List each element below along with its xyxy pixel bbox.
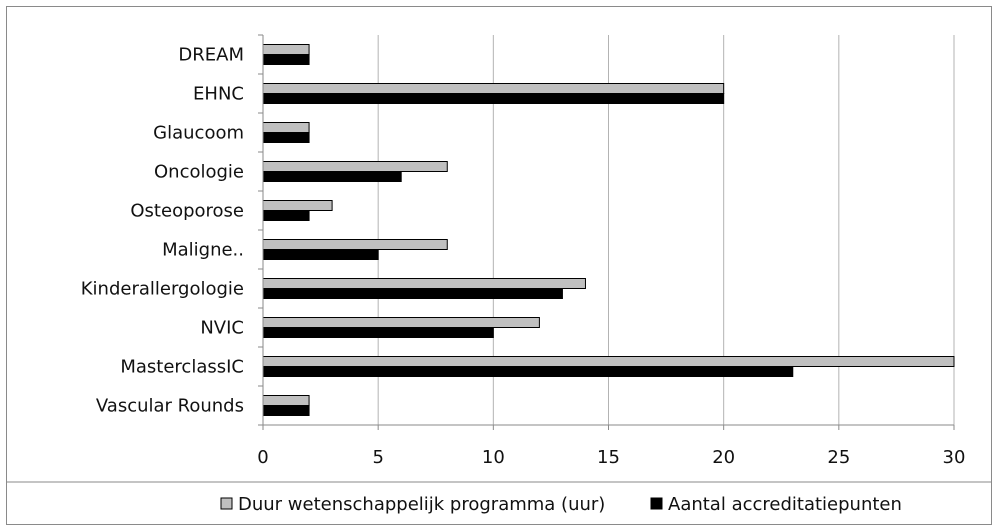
bar-accreditatie bbox=[262, 327, 494, 338]
legend-swatch-aantal bbox=[650, 497, 663, 510]
category-label: Maligne.. bbox=[162, 240, 244, 261]
legend-label-aantal: Aantal accreditatiepunten bbox=[668, 494, 902, 515]
bar-accreditatie bbox=[262, 288, 563, 299]
category-label: NVIC bbox=[200, 318, 244, 339]
bar-accreditatie bbox=[262, 210, 310, 221]
bar-duur bbox=[262, 317, 540, 328]
bar-duur bbox=[262, 356, 955, 367]
category-labels: DREAM EHNC Glaucoom Oncologie Osteoporose Mal… bbox=[81, 45, 244, 417]
axes bbox=[258, 34, 955, 430]
category-label: Kinderallergologie bbox=[81, 279, 244, 300]
x-tick-label: 0 bbox=[257, 447, 268, 468]
bar-accreditatie bbox=[262, 366, 794, 377]
x-tick-label: 20 bbox=[712, 447, 735, 468]
category-label: Vascular Rounds bbox=[96, 396, 244, 417]
bar-accreditatie bbox=[262, 171, 402, 182]
x-tick-label: 10 bbox=[482, 447, 505, 468]
bar-duur bbox=[262, 161, 448, 172]
category-label: Glaucoom bbox=[153, 123, 244, 144]
category-label: Osteoporose bbox=[130, 201, 244, 222]
x-tick-labels: 0 5 10 15 20 25 30 bbox=[257, 447, 965, 468]
bar-duur bbox=[262, 239, 448, 250]
bar-duur bbox=[262, 395, 310, 406]
legend-swatch-duur bbox=[220, 497, 233, 510]
category-label: MasterclassIC bbox=[120, 357, 244, 378]
legend-label-duur: Duur wetenschappelijk programma (uur) bbox=[238, 494, 605, 515]
bar-accreditatie bbox=[262, 132, 310, 143]
x-tick-label: 15 bbox=[597, 447, 620, 468]
bar-accreditatie bbox=[262, 93, 725, 104]
x-tick-label: 5 bbox=[372, 447, 383, 468]
bar-accreditatie bbox=[262, 249, 379, 260]
legend: Duur wetenschappelijk programma (uur) Aa… bbox=[220, 494, 902, 515]
category-label: EHNC bbox=[193, 84, 244, 105]
bar-accreditatie bbox=[262, 405, 310, 416]
bar-duur bbox=[262, 122, 310, 133]
bar-duur bbox=[262, 83, 725, 94]
bar-duur bbox=[262, 44, 310, 55]
category-label: DREAM bbox=[178, 45, 244, 66]
bar-duur bbox=[262, 278, 586, 289]
bar-accreditatie bbox=[262, 54, 310, 65]
bars bbox=[262, 44, 955, 416]
bar-duur bbox=[262, 200, 333, 211]
x-tick-label: 30 bbox=[943, 447, 966, 468]
category-label: Oncologie bbox=[154, 162, 244, 183]
x-tick-label: 25 bbox=[827, 447, 850, 468]
